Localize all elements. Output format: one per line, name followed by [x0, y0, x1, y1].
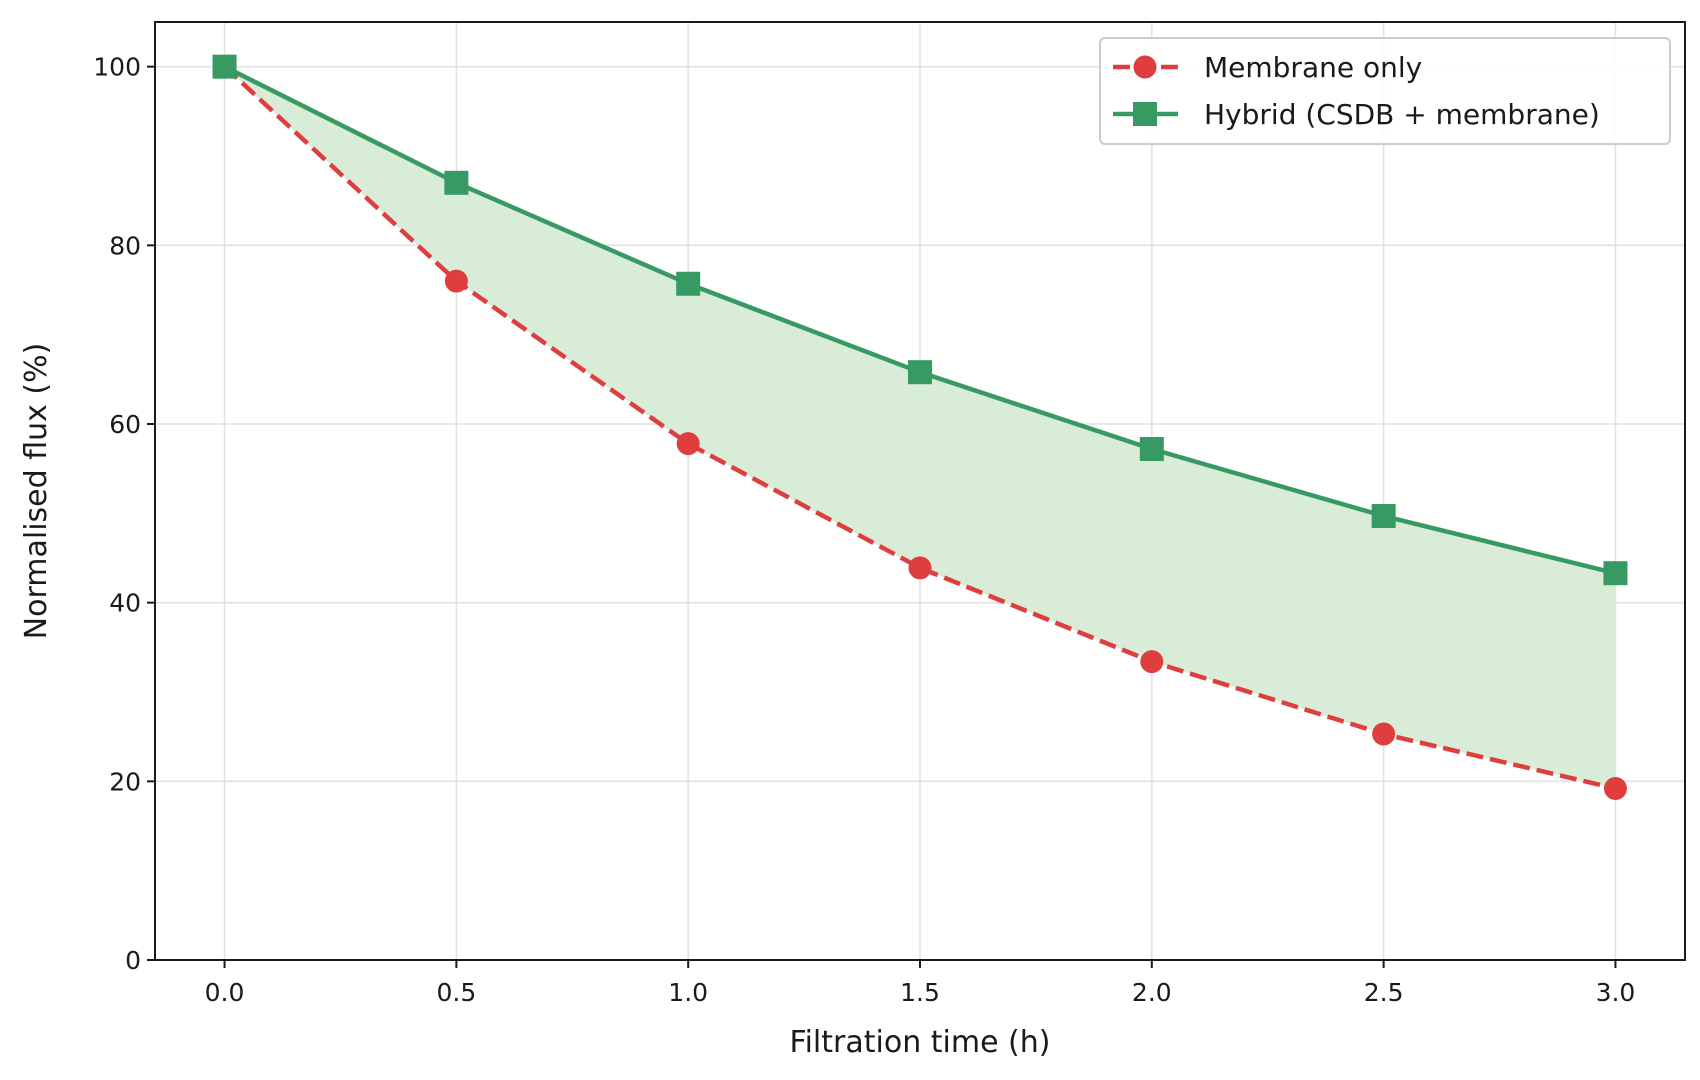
series-2: [212, 54, 1628, 586]
series-2-point: [212, 54, 237, 79]
legend-marker-2: [1133, 102, 1157, 126]
x-axis-label: Filtration time (h): [790, 1025, 1051, 1060]
legend-box: [1099, 37, 1671, 145]
series-1: [213, 55, 1627, 800]
series-1-point: [908, 556, 932, 580]
series-2-point: [676, 271, 701, 296]
series-1-point: [444, 269, 468, 293]
series-1-point: [1372, 722, 1396, 746]
legend-label-2: Hybrid (CSDB + membrane): [1204, 98, 1600, 131]
x-tick-label: 1.0: [668, 978, 708, 1007]
legend: Membrane only Hybrid (CSDB + membrane): [1099, 37, 1671, 145]
y-tick-label: 20: [109, 767, 141, 796]
y-tick-label: 60: [109, 410, 141, 439]
x-tick-label: 1.5: [900, 978, 940, 1007]
series-1-point: [1603, 776, 1627, 800]
legend-label-1: Membrane only: [1204, 51, 1422, 84]
y-tick-label: 80: [109, 231, 141, 260]
x-tick-label: 2.5: [1364, 978, 1404, 1007]
fill-between-polygon: [224, 66, 1616, 789]
series-2-point: [1371, 504, 1396, 529]
series-1-point: [1140, 650, 1164, 674]
series-2-point: [1603, 561, 1628, 586]
x-tick-label: 0.5: [436, 978, 476, 1007]
y-axis-ticks: 0 20 40 60 80 100: [93, 53, 155, 975]
x-tick-label: 0.0: [205, 978, 245, 1007]
series-2-point: [908, 360, 932, 385]
y-tick-label: 0: [125, 946, 141, 975]
series-2-point: [1139, 437, 1164, 462]
y-tick-label: 100: [93, 53, 141, 82]
y-axis-label: Normalised flux (%): [19, 343, 54, 640]
series-layer: [212, 54, 1628, 800]
x-axis-ticks: 0.0 0.5 1.0 1.5 2.0 2.5 3.0: [205, 960, 1636, 1007]
x-tick-label: 3.0: [1596, 978, 1636, 1007]
fill-between-area: [224, 66, 1616, 789]
series-1-point: [676, 432, 700, 456]
x-tick-label: 2.0: [1132, 978, 1172, 1007]
legend-marker-1: [1133, 55, 1157, 79]
series-2-point: [444, 170, 469, 195]
y-tick-label: 40: [109, 589, 141, 618]
